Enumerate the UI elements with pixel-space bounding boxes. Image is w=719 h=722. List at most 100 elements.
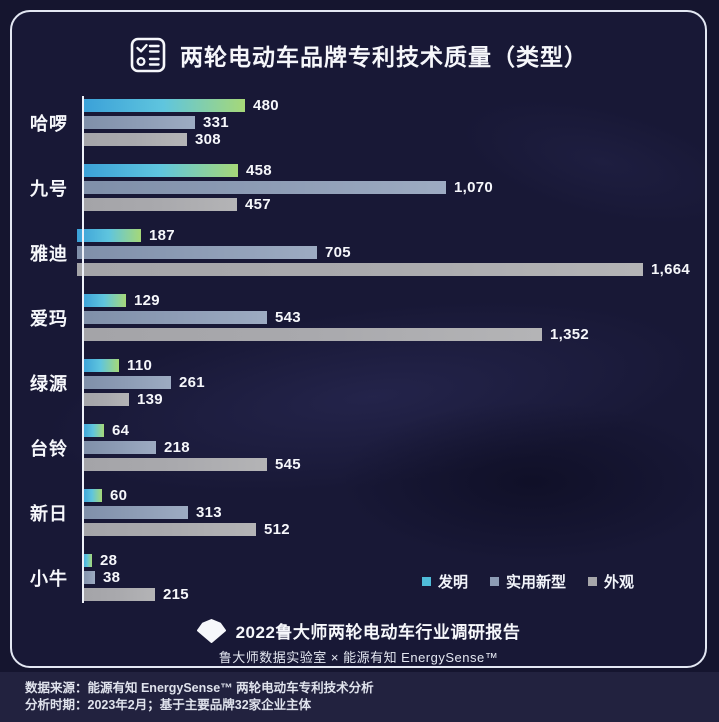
category-label: 台铃 [30,438,68,459]
bar-value-label: 64 [112,422,130,439]
bar-value-label: 543 [275,309,301,326]
chart-row: 绿源 110 261 139 [30,357,690,408]
source-bar: 数据来源：能源有知 EnergySense™ 两轮电动车专利技术分析 分析时期：… [0,672,719,722]
bar-外观 [82,523,256,536]
bar-line: 64 [82,422,301,439]
source-line: 数据来源：能源有知 EnergySense™ 两轮电动车专利技术分析 [25,681,374,695]
chart-header: 两轮电动车品牌专利技术质量（类型） [12,36,705,74]
category-label: 小牛 [30,568,68,589]
bar-line: 129 [82,292,589,309]
bar-group: 129 543 1,352 [82,292,590,343]
bar-value-label: 60 [110,487,128,504]
bar-实用新型 [82,376,171,389]
bar-line: 1,070 [82,179,493,196]
legend-label: 实用新型 [506,574,567,591]
bar-line: 545 [82,456,301,473]
bar-value-label: 458 [246,162,272,179]
category-label: 雅迪 [30,243,68,264]
bar-value-label: 139 [137,391,163,408]
legend-item: 发明 [422,571,468,592]
bar-实用新型 [82,116,195,129]
report-footer: 2022鲁大师两轮电动车行业调研报告 鲁大师数据实验室 × 能源有知 Energ… [12,618,705,666]
bar-line: 331 [82,114,279,131]
report-footer-top: 2022鲁大师两轮电动车行业调研报告 [12,618,705,643]
gem-logo-icon [196,618,226,643]
bar-line: 512 [82,521,290,538]
bar-value-label: 313 [196,504,222,521]
bar-line: 458 [82,162,493,179]
checklist-icon [129,36,167,74]
bar-发明 [82,554,92,567]
bar-发明 [76,229,141,242]
bar-发明 [82,164,238,177]
bar-外观 [76,263,643,276]
bar-外观 [82,198,237,211]
bar-value-label: 129 [134,292,160,309]
category-label: 绿源 [30,373,68,394]
bar-value-label: 1,664 [650,261,690,278]
bar-实用新型 [76,246,317,259]
bar-line: 218 [82,439,301,456]
bar-line: 187 [76,227,690,244]
bar-发明 [82,424,104,437]
chart-title: 两轮电动车品牌专利技术质量（类型） [180,44,588,70]
bar-value-label: 218 [164,439,190,456]
bar-外观 [82,458,267,471]
bar-value-label: 187 [148,227,175,244]
category-label: 爱玛 [30,308,68,329]
chart-rows: 哈啰 480 331 308 九号 458 1,070 457 雅迪 187 705 1,664 爱玛 1… [30,97,690,603]
category-label: 哈啰 [30,113,68,134]
bar-value-label: 28 [100,552,118,569]
bar-group: 458 1,070 457 [82,162,493,213]
bar-line: 1,352 [82,326,590,343]
bar-发明 [82,294,126,307]
legend-swatch [588,577,598,586]
report-subtitle: 鲁大师数据实验室 × 能源有知 EnergySense™ [218,650,499,665]
legend-label: 发明 [438,574,469,591]
bar-外观 [82,328,542,341]
bar-group: 480 331 308 [82,97,279,148]
bar-value-label: 705 [324,244,351,261]
chart-row: 爱玛 129 543 1,352 [30,292,690,343]
source-line: 分析时期：2023年2月；基于主要品牌32家企业主体 [25,698,312,712]
bar-group: 28 38 215 [82,552,189,603]
bar-line: 1,664 [76,261,690,278]
bar-发明 [82,99,245,112]
bar-line: 215 [82,586,189,603]
bar-发明 [82,489,102,502]
bar-line: 139 [82,391,205,408]
bar-line: 705 [76,244,690,261]
legend-swatch [422,577,431,586]
bar-value-label: 38 [103,569,121,586]
bar-line: 543 [82,309,589,326]
bar-value-label: 331 [203,114,229,131]
legend-swatch [490,577,500,586]
chart-row: 九号 458 1,070 457 [30,162,690,213]
bar-line: 28 [82,552,189,569]
bar-chart: 哈啰 480 331 308 九号 458 1,070 457 雅迪 187 705 1,664 爱玛 1… [30,96,690,619]
bar-value-label: 308 [195,131,221,148]
legend-label: 外观 [604,574,635,591]
bar-line: 480 [82,97,279,114]
bar-value-label: 1,352 [550,326,590,343]
chart-card: 两轮电动车品牌专利技术质量（类型） 哈啰 480 331 308 九号 458 1,070 4… [10,10,707,668]
bar-外观 [82,133,187,146]
bar-value-label: 512 [264,521,290,538]
bar-line: 38 [82,569,189,586]
bar-value-label: 110 [127,357,153,374]
category-label: 新日 [30,503,68,524]
chart-row: 小牛 28 38 215 [30,552,690,603]
chart-row: 台铃 64 218 545 [30,422,690,473]
bar-实用新型 [82,571,95,584]
bar-line: 457 [82,196,493,213]
chart-row: 新日 60 313 512 [30,487,690,538]
bar-实用新型 [82,181,446,194]
y-axis-line [82,96,84,603]
bar-group: 110 261 139 [82,357,205,408]
bar-实用新型 [82,506,188,519]
bar-外观 [82,588,155,601]
chart-legend: 发明 实用新型 外观 [422,571,634,592]
bar-实用新型 [82,441,156,454]
bar-实用新型 [82,311,267,324]
